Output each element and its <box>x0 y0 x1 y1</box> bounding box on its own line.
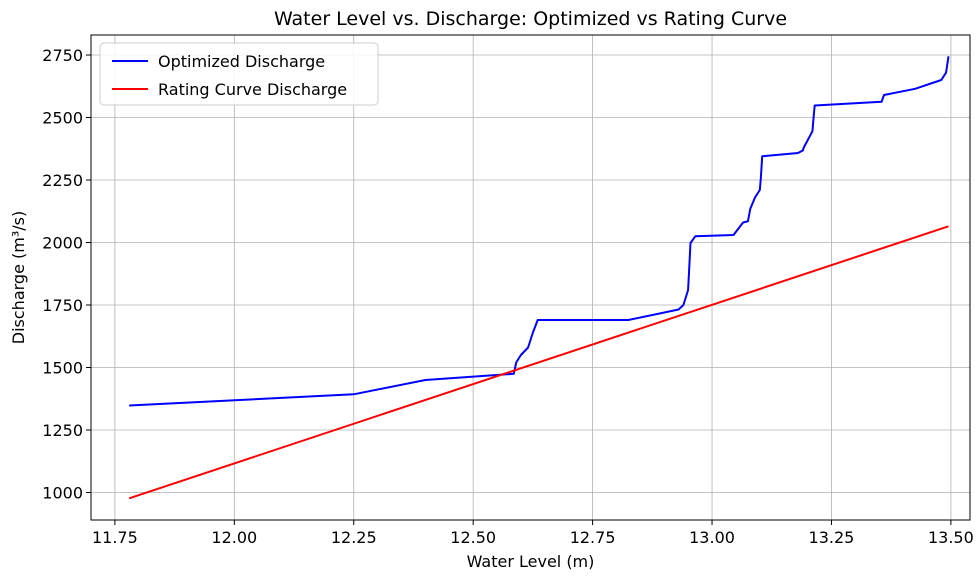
plot-frame <box>90 34 971 521</box>
x-tick-label: 13.25 <box>809 528 855 547</box>
legend: Optimized Discharge Rating Curve Discharg… <box>99 42 379 106</box>
legend-box <box>99 42 379 106</box>
ticks: 11.75 12.00 12.25 12.50 12.75 13.00 13.25 13.50… <box>42 46 974 547</box>
x-axis-label: Water Level (m) <box>467 552 595 571</box>
y-tick-label: 2250 <box>42 171 83 190</box>
y-axis-label: Discharge (m³/s) <box>9 211 28 344</box>
y-tick-label: 1750 <box>42 296 83 315</box>
y-tick-label: 2000 <box>42 234 83 253</box>
legend-entry-label: Optimized Discharge <box>158 52 325 71</box>
legend-entry-label: Rating Curve Discharge <box>158 80 347 99</box>
chart-title: Water Level vs. Discharge: Optimized vs … <box>274 8 787 30</box>
y-tick-label: 2750 <box>42 46 83 65</box>
y-tick-label: 1250 <box>42 421 83 440</box>
x-tick-label: 12.75 <box>570 528 616 547</box>
x-tick-label: 11.75 <box>92 528 138 547</box>
series-line-2 <box>128 225 949 500</box>
series-layer <box>128 56 950 500</box>
y-tick-label: 1000 <box>42 484 83 503</box>
x-tick-label: 13.50 <box>928 528 974 547</box>
x-tick-label: 12.25 <box>331 528 377 547</box>
x-tick-label: 12.50 <box>450 528 496 547</box>
x-tick-label: 13.00 <box>689 528 735 547</box>
grid <box>91 35 970 520</box>
y-tick-label: 2500 <box>42 109 83 128</box>
series-line-1 <box>129 56 950 407</box>
x-tick-label: 12.00 <box>211 528 257 547</box>
y-tick-label: 1500 <box>42 359 83 378</box>
